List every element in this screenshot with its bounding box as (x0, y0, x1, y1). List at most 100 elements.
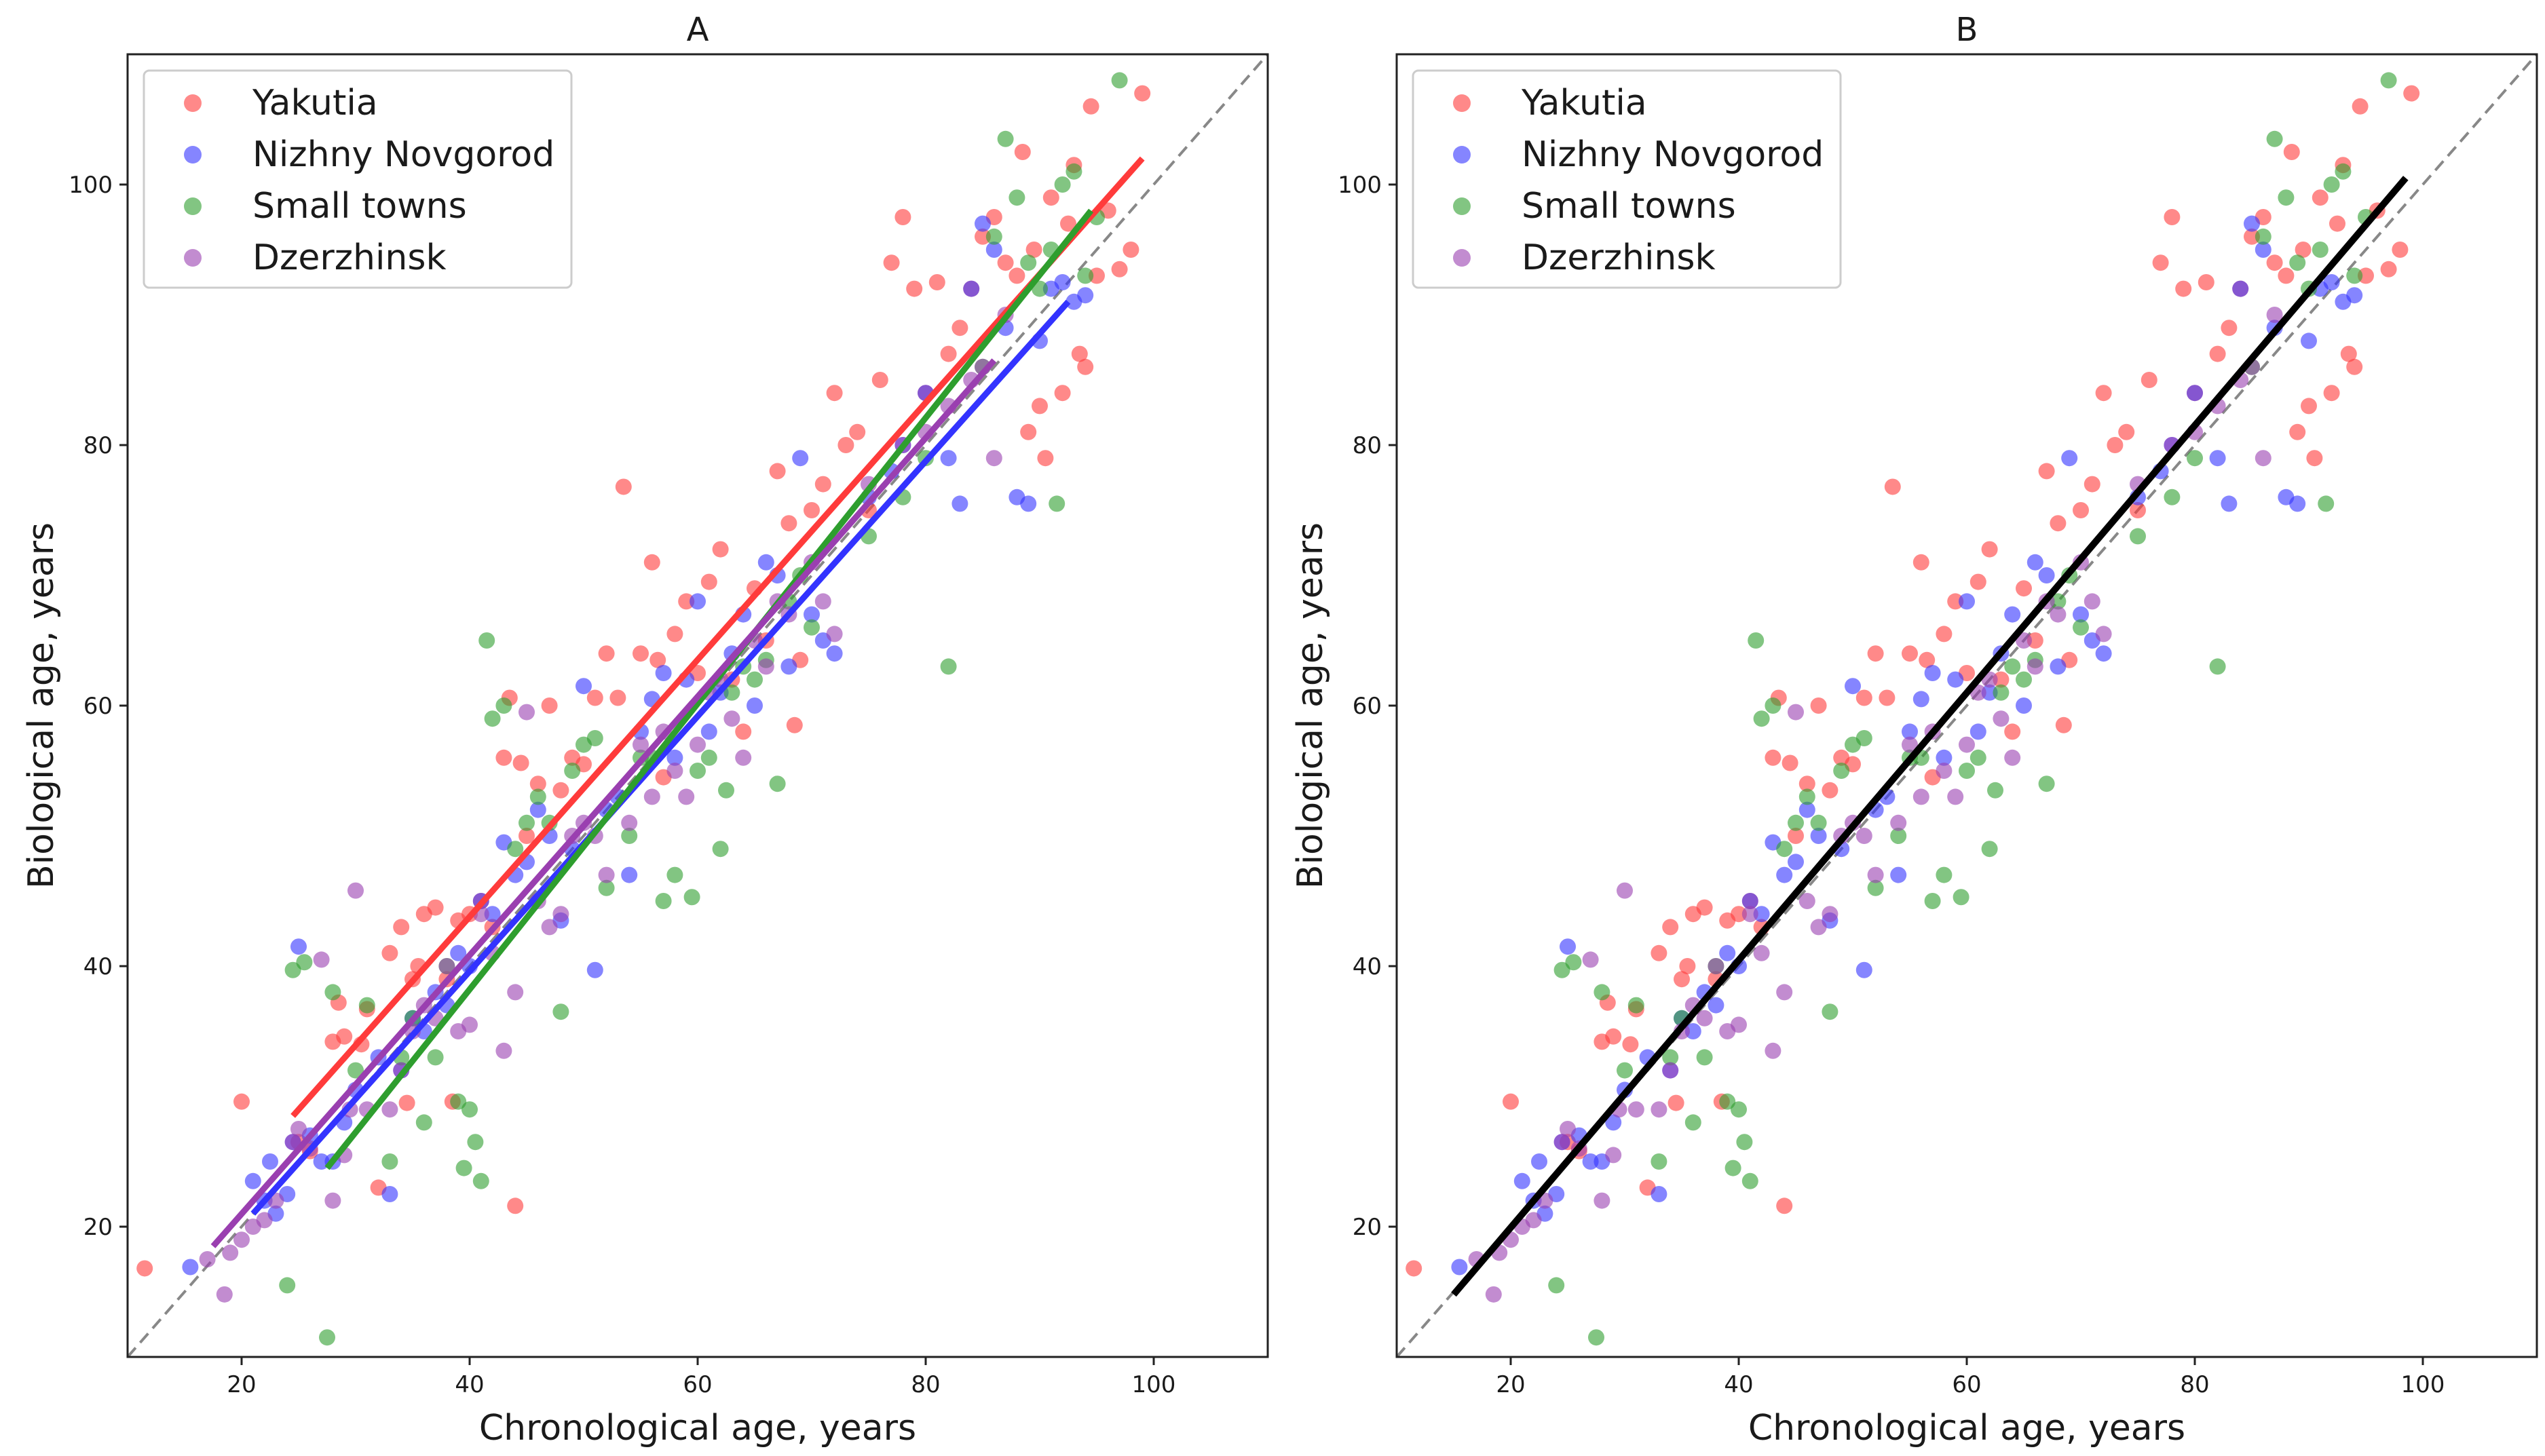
point-small-towns (655, 893, 672, 909)
point-dzerzhinsk (1553, 1134, 1570, 1151)
point-yakutia (507, 1198, 524, 1214)
point-small-towns (723, 684, 740, 701)
point-yakutia (2118, 423, 2135, 440)
x-tick-label: 40 (455, 1371, 484, 1398)
point-nizhny-novgorod (244, 1172, 261, 1189)
point-yakutia (586, 689, 603, 706)
point-dzerzhinsk (814, 593, 831, 610)
point-small-towns (1981, 841, 1998, 858)
point-dzerzhinsk (1560, 1121, 1576, 1137)
point-yakutia (2244, 228, 2260, 245)
point-small-towns (1731, 1101, 1747, 1118)
point-yakutia (1134, 85, 1151, 102)
point-small-towns (324, 984, 341, 1001)
point-yakutia (2198, 274, 2214, 290)
x-axis-label: Chronological age, years (479, 1408, 916, 1449)
point-small-towns (319, 1329, 335, 1346)
y-axis-label: Biological age, years (21, 522, 62, 889)
point-dzerzhinsk (1822, 906, 1839, 923)
point-dzerzhinsk (1605, 1147, 1622, 1164)
point-nizhny-novgorod (1077, 287, 1094, 304)
point-small-towns (1867, 879, 1884, 896)
point-nizhny-novgorod (529, 801, 546, 818)
point-yakutia (2004, 723, 2021, 740)
point-dzerzhinsk (1708, 958, 1724, 974)
point-yakutia (2329, 215, 2345, 232)
point-yakutia (1503, 1093, 1519, 1110)
legend-marker-dzerzhinsk (184, 249, 202, 267)
point-small-towns (712, 841, 729, 858)
point-nizhny-novgorod (666, 749, 683, 766)
point-small-towns (700, 749, 717, 766)
point-small-towns (478, 632, 495, 649)
y-tick-label: 60 (83, 693, 113, 720)
point-nizhny-novgorod (621, 866, 638, 883)
legend: Yakutia Nizhny Novgorod Small towns Dzerzhi… (143, 69, 573, 289)
point-small-towns (1748, 632, 1765, 649)
point-small-towns (1833, 763, 1850, 779)
point-small-towns (1054, 176, 1071, 193)
point-small-towns (1736, 1134, 1753, 1151)
point-small-towns (552, 1003, 569, 1020)
point-nizhny-novgorod (1902, 723, 1918, 740)
point-yakutia (1025, 242, 1042, 258)
point-small-towns (1066, 163, 1082, 180)
point-yakutia (1077, 358, 1094, 375)
point-dzerzhinsk (1627, 1101, 1644, 1118)
point-nizhny-novgorod (826, 645, 843, 662)
point-dzerzhinsk (1753, 944, 1770, 961)
legend-label-nizhny-novgorod: Nizhny Novgorod (252, 134, 554, 175)
point-nizhny-novgorod (1798, 801, 1815, 818)
point-yakutia (2266, 254, 2283, 271)
legend-label-yakutia: Yakutia (1521, 83, 1647, 123)
point-dzerzhinsk (2095, 626, 2112, 643)
point-dzerzhinsk (1867, 866, 1884, 883)
point-dzerzhinsk (199, 1251, 216, 1267)
point-nizhny-novgorod (2323, 274, 2340, 290)
point-yakutia (233, 1093, 250, 1110)
point-nizhny-novgorod (2016, 697, 2032, 714)
point-dzerzhinsk (2026, 658, 2043, 675)
legend-label-yakutia: Yakutia (252, 83, 378, 123)
legend-label-dzerzhinsk: Dzerzhinsk (1522, 237, 1716, 278)
point-nizhny-novgorod (1513, 1172, 1530, 1189)
point-dzerzhinsk (507, 984, 524, 1001)
regression-line-small-towns (324, 208, 1094, 1170)
point-nizhny-novgorod (2244, 215, 2260, 232)
point-nizhny-novgorod (1912, 691, 1929, 708)
point-small-towns (415, 1114, 432, 1131)
point-nizhny-novgorod (985, 242, 1002, 258)
point-nizhny-novgorod (2221, 495, 2238, 512)
point-small-towns (1788, 814, 1804, 831)
point-yakutia (837, 437, 854, 453)
point-nizhny-novgorod (1753, 906, 1770, 923)
point-small-towns (2187, 450, 2203, 467)
point-nizhny-novgorod (655, 665, 672, 681)
point-dzerzhinsk (643, 788, 660, 805)
point-nizhny-novgorod (1855, 961, 1872, 978)
point-small-towns (747, 671, 763, 688)
point-yakutia (975, 228, 991, 245)
point-yakutia (1071, 345, 1088, 362)
point-nizhny-novgorod (1788, 854, 1804, 870)
point-small-towns (1855, 730, 1872, 746)
point-small-towns (1822, 1003, 1839, 1020)
point-nizhny-novgorod (1560, 938, 1576, 955)
point-yakutia (1912, 554, 1929, 571)
point-small-towns (1594, 984, 1610, 1001)
point-small-towns (461, 1101, 478, 1118)
point-nizhny-novgorod (182, 1259, 199, 1276)
x-tick-label: 60 (683, 1371, 712, 1398)
point-nizhny-novgorod (690, 593, 706, 610)
point-yakutia (2306, 450, 2323, 467)
y-tick-label: 100 (1338, 172, 1382, 199)
point-yakutia (951, 320, 968, 337)
point-nizhny-novgorod (1776, 866, 1793, 883)
point-yakutia (906, 280, 923, 297)
point-yakutia (1674, 971, 1690, 988)
regression-line-nizhny-novgorod (250, 299, 1071, 1216)
point-yakutia (1667, 1094, 1684, 1111)
point-nizhny-novgorod (576, 678, 592, 695)
point-yakutia (1014, 144, 1031, 160)
series-yakutia (1406, 85, 2420, 1277)
